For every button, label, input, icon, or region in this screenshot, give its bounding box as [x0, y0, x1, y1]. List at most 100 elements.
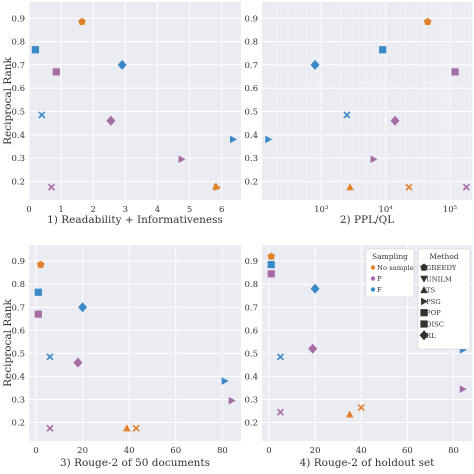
x-tick-label: 6: [219, 205, 224, 215]
data-point: [123, 424, 131, 432]
y-tick-label: 0.3: [244, 154, 258, 164]
y-tick-label: 0.9: [11, 14, 25, 24]
legend: Sampling No sample PF Method GREEDY UNILM TS PS…: [365, 248, 471, 350]
x-axis-label: 4) Rouge-2 of holdout set: [300, 457, 436, 469]
x-tick-label: 2: [91, 205, 96, 215]
x-tick-label: 20: [77, 446, 88, 456]
data-point: [229, 135, 237, 144]
x-tick-label: 80: [448, 446, 459, 456]
data-point: [390, 115, 400, 126]
data-point: [267, 252, 276, 260]
y-tick-label: 0.8: [11, 38, 25, 48]
y-tick-label: 0.6: [11, 326, 25, 336]
x-tick-label: 10⁵: [443, 205, 458, 215]
y-tick-label: 0.4: [244, 131, 258, 141]
data-point: [47, 183, 56, 191]
data-point: [462, 183, 470, 191]
y-tick-label: 0.7: [11, 303, 25, 313]
data-point: [38, 111, 46, 119]
data-point: [52, 68, 60, 76]
x-axis-label: 1) Readability + Informativeness: [47, 214, 223, 226]
x-tick-label: 60: [402, 446, 413, 456]
data-point: [228, 396, 236, 405]
legend-label: POP: [426, 309, 441, 317]
data-point: [78, 302, 88, 313]
data-point: [310, 59, 320, 70]
data-point: [34, 310, 42, 318]
y-tick-label: 0.2: [11, 177, 25, 187]
data-point: [267, 261, 275, 269]
legend-swatch: [370, 276, 376, 281]
x-tick-label: 0: [266, 446, 271, 456]
data-point: [276, 408, 285, 416]
y-tick-label: 0.7: [244, 303, 258, 313]
legend-label: GREEDY: [426, 264, 457, 272]
data-point: [265, 135, 273, 144]
panel-background: [29, 245, 241, 441]
y-tick-label: 0.3: [11, 395, 25, 405]
y-tick-label: 0.5: [11, 107, 25, 117]
legend-marker: [420, 320, 428, 328]
x-tick-label: 10⁴: [378, 205, 393, 215]
sampling-legend-box: [365, 248, 415, 298]
x-tick-label: 20: [310, 446, 321, 456]
x-axis-label: 3) Rouge-2 of 50 documents: [60, 457, 210, 469]
data-point: [117, 59, 127, 70]
data-point: [73, 357, 83, 368]
data-point: [213, 183, 221, 191]
data-point: [31, 46, 40, 54]
y-tick-label: 0.8: [244, 280, 258, 290]
y-tick-label: 0.5: [11, 349, 25, 359]
method-legend-title: Method: [429, 252, 458, 261]
data-point: [34, 288, 42, 296]
y-axis-label: Reciprocal Rank: [2, 298, 14, 386]
data-point: [178, 155, 186, 164]
data-point: [423, 17, 432, 26]
data-point: [310, 283, 320, 294]
data-point: [345, 410, 354, 418]
data-point: [267, 270, 275, 278]
y-tick-label: 0.6: [244, 84, 258, 94]
panel-3: 0.2 0.3 0.4 0.5 0.6 0.7 0.8 0.9 0 20 40 60 80 3) Roug…: [2, 245, 241, 469]
legend-label: P: [377, 275, 382, 283]
y-tick-label: 0.6: [11, 84, 25, 94]
y-tick-label: 0.9: [11, 257, 25, 267]
legend-marker: [420, 286, 428, 294]
panel-2: 0.2 0.3 0.4 0.5 0.6 0.7 0.8 0.9 10³ 10⁴ 10⁵ 2) PPL/…: [244, 2, 472, 226]
y-tick-label: 0.5: [244, 107, 258, 117]
legend-label: RL: [426, 332, 436, 340]
y-tick-label: 0.8: [11, 280, 25, 290]
data-point: [78, 17, 86, 26]
data-point: [132, 424, 140, 432]
data-point: [221, 377, 229, 385]
y-tick-label: 0.4: [244, 372, 258, 382]
legend-label: DISC: [426, 321, 444, 329]
panel-1: 0.2 0.3 0.4 0.5 0.6 0.7 0.8 0.9 0 1 2 3 4 5 61) Readab…: [2, 2, 241, 226]
legend-label: UNILM: [426, 275, 452, 283]
legend-swatch: [370, 287, 376, 292]
data-point: [308, 343, 318, 354]
panel-background: [262, 2, 472, 200]
sampling-legend-title: Sampling: [372, 252, 408, 261]
legend-marker: [419, 330, 429, 341]
x-tick-label: 5: [187, 205, 192, 215]
legend-swatch: [370, 265, 376, 270]
x-tick-label: 40: [356, 446, 367, 456]
y-axis-label: Reciprocal Rank: [2, 56, 14, 144]
data-point: [343, 111, 351, 119]
method-legend-box: [417, 248, 471, 350]
y-tick-label: 0.5: [244, 349, 258, 359]
data-point: [370, 155, 378, 164]
x-tick-label: 60: [170, 446, 181, 456]
data-point: [379, 46, 387, 54]
x-tick-label: 10³: [314, 205, 328, 215]
y-tick-label: 0.7: [244, 61, 258, 71]
x-tick-label: 80: [217, 446, 228, 456]
data-point: [357, 403, 365, 412]
legend-marker: [420, 275, 428, 283]
y-tick-label: 0.8: [244, 38, 258, 48]
y-tick-label: 0.9: [244, 14, 258, 24]
y-tick-label: 0.6: [244, 326, 258, 336]
x-tick-label: 0: [26, 205, 31, 215]
